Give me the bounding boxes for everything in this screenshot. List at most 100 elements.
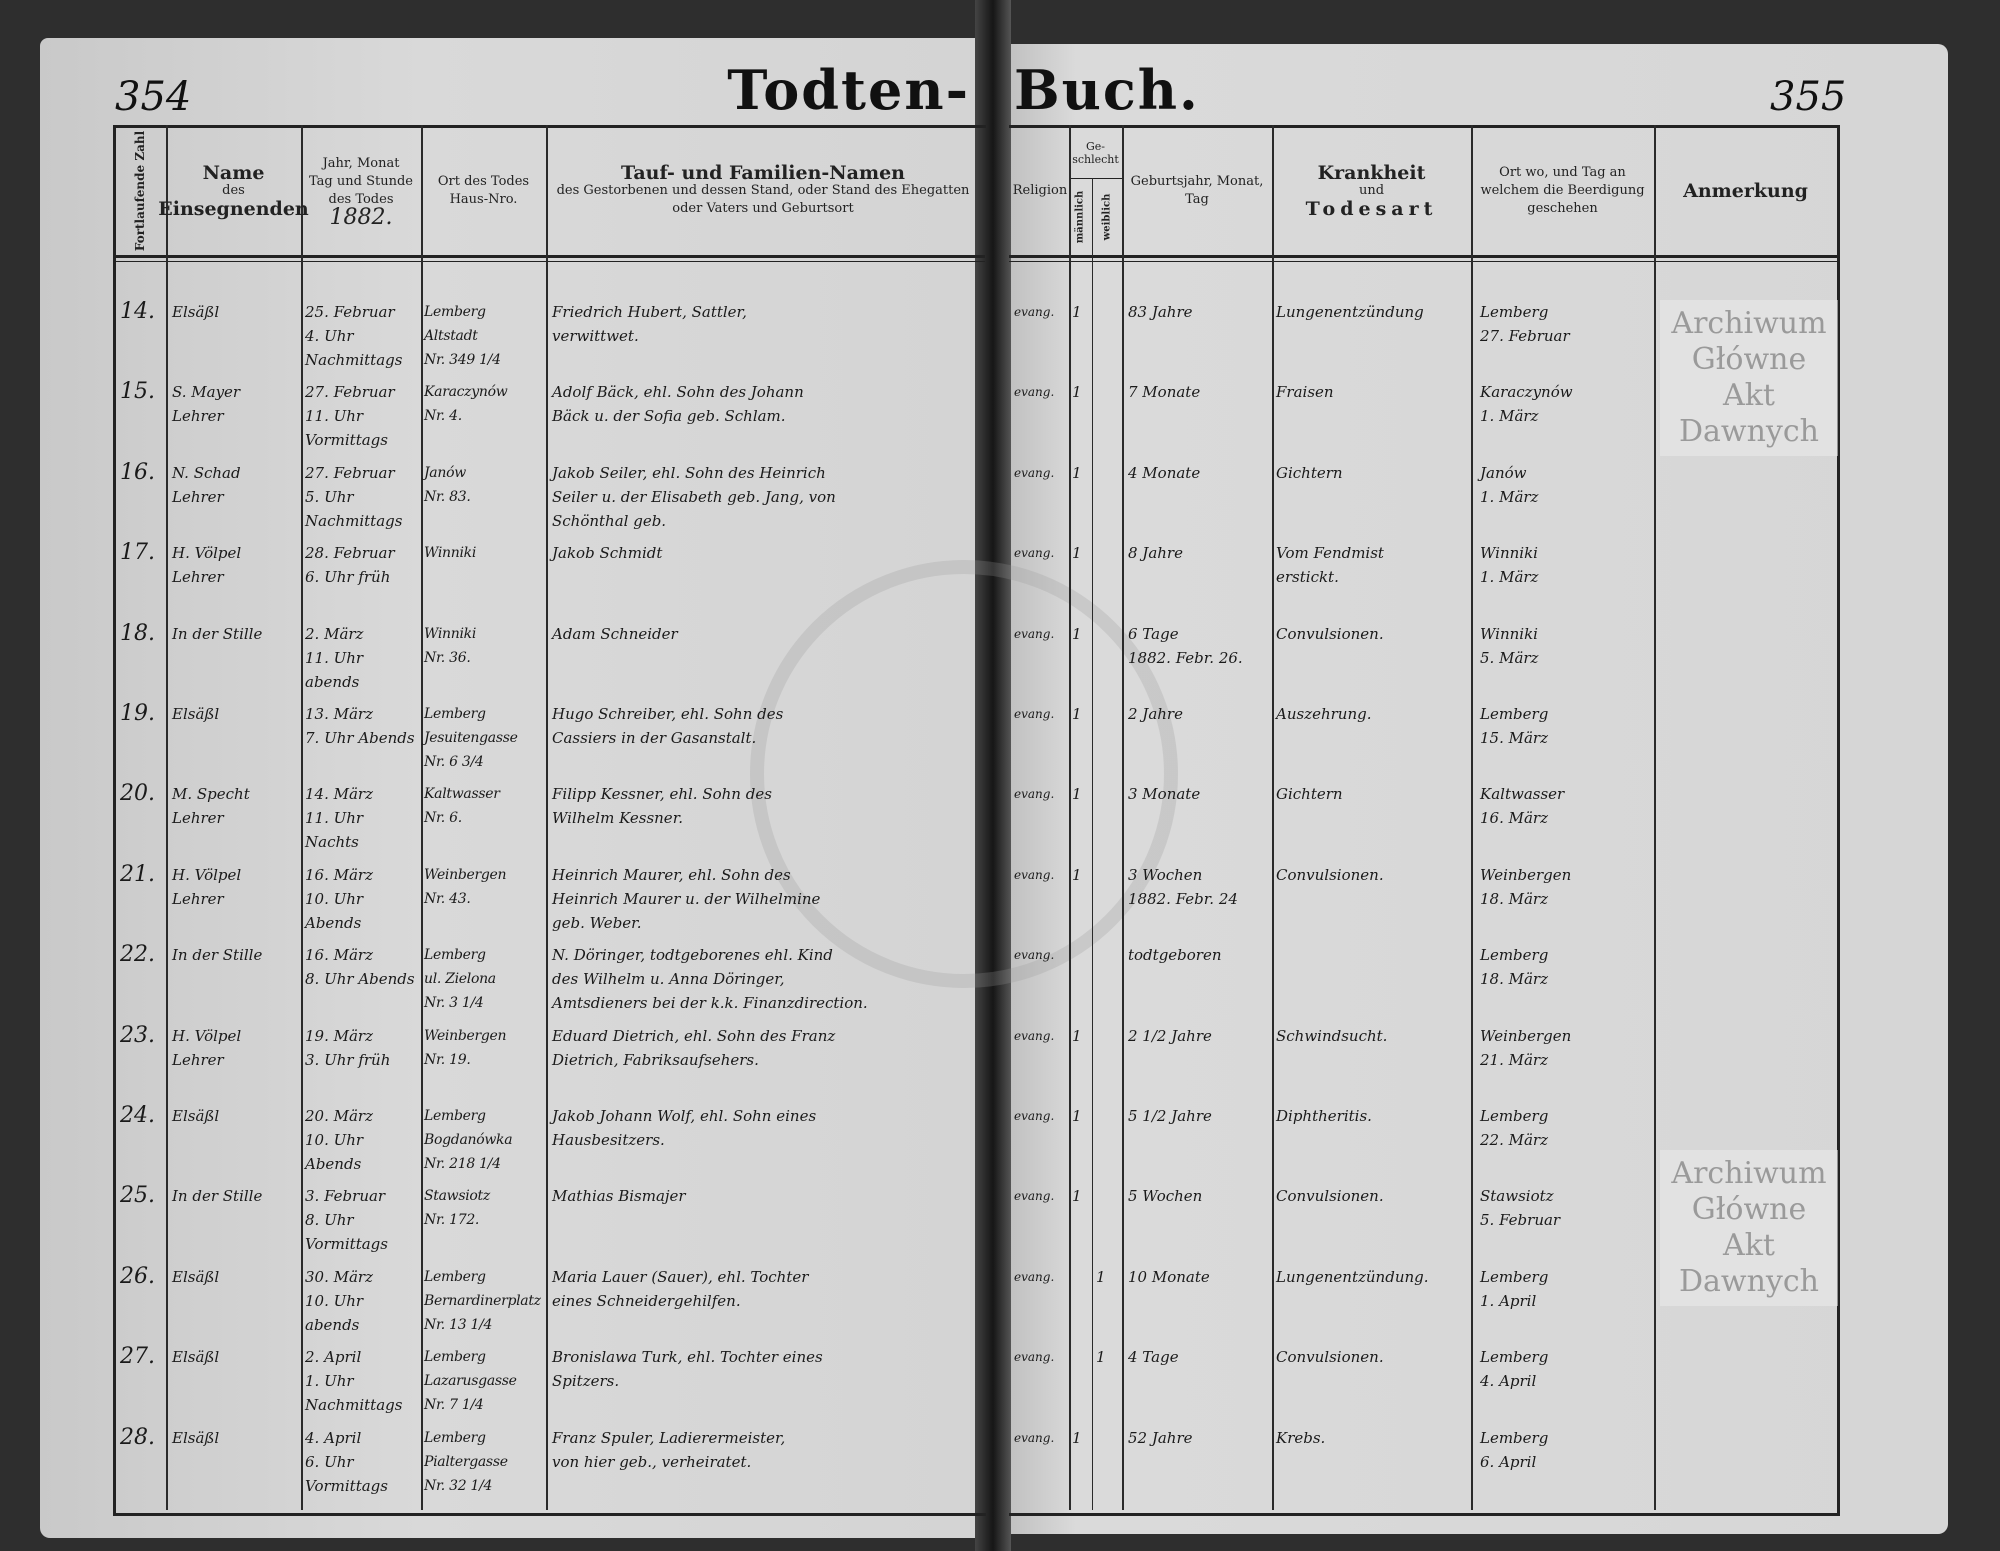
entry-date: 14. März 11. Uhr Nachts (305, 785, 373, 852)
entry-name: Jakob Seiler, ehl. Sohn des Heinrich Sei… (552, 463, 836, 530)
entry-date: 3. Februar 8. Uhr Vormittags (305, 1187, 388, 1254)
entry-date: 16. März 8. Uhr Abends (305, 946, 415, 989)
right-table-frame (1009, 125, 1840, 1516)
watermark-lower: Archiwum Główne Akt Dawnych (1660, 1150, 1838, 1306)
entry-name: Filipp Kessner, ehl. Sohn des Wilhelm Ke… (552, 785, 772, 828)
entry-number: 20. (120, 781, 155, 807)
entry-burial: Kaltwasser 16. März (1480, 785, 1565, 828)
entry-burial: Lemberg 6. April (1480, 1428, 1549, 1471)
entry-name: Mathias Bismajer (552, 1187, 686, 1206)
header-religion-label: Religion (1012, 183, 1068, 198)
header-female-label: weiblich (1101, 193, 1112, 241)
entry-place: Lemberg Bogdanówka Nr. 218 1/4 (424, 1108, 513, 1172)
column-rule (1069, 125, 1071, 1510)
entry-place: Winniki Nr. 36. (424, 625, 476, 666)
entry-male: 1 (1072, 544, 1082, 563)
entry-male: 1 (1072, 1428, 1082, 1447)
header-year: 1882. (329, 205, 393, 230)
header-name-line3: oder Vaters und Geburtsort (672, 201, 854, 216)
header-date-line2: Tag und Stunde (309, 174, 413, 189)
entry-religion: evang. (1014, 1269, 1055, 1284)
entry-burial: Winniki 5. März (1480, 624, 1539, 667)
entry-place: Lemberg ul. Zielona Nr. 3 1/4 (424, 947, 496, 1012)
entry-burial: Lemberg 22. März (1480, 1107, 1549, 1149)
book-title-right: Buch. (1014, 58, 1200, 122)
entry-male: 1 (1072, 1107, 1082, 1125)
header-officiant-title: Name (202, 162, 265, 184)
entry-officiant: Elsäßl (172, 1348, 220, 1367)
entry-religion: evang. (1014, 1430, 1055, 1445)
entry-officiant: Elsäßl (172, 1267, 220, 1286)
entry-officiant: In der Stille (172, 1187, 263, 1206)
entry-age: 83 Jahre (1128, 303, 1193, 321)
entry-age: 8 Jahre (1128, 544, 1183, 563)
entry-number: 14. (120, 299, 155, 324)
entry-date: 27. Februar 11. Uhr Vormittags (305, 383, 395, 450)
entry-burial: Weinbergen 21. März (1480, 1026, 1572, 1069)
header-date-line1: Jahr, Monat (322, 156, 400, 171)
header-burial-line3: geschehen (1527, 201, 1598, 216)
header-date-line3: des Todes (328, 192, 394, 207)
column-rule (421, 125, 423, 1510)
page-number-left: 354 (115, 74, 192, 120)
entry-date: 2. April 1. Uhr Nachmittags (305, 1348, 403, 1415)
entry-male: 1 (1072, 785, 1082, 804)
entry-male: 1 (1072, 463, 1082, 482)
entry-male: 1 (1072, 865, 1082, 884)
entry-place: Lemberg Lazarusgasse Nr. 7 1/4 (424, 1349, 517, 1414)
entry-number: 28. (120, 1424, 155, 1450)
watermark-top-right: Archiwum Główne Akt Dawnych (1660, 300, 1838, 456)
entry-name: Heinrich Maurer, ehl. Sohn des Heinrich … (552, 865, 821, 932)
entry-name: Jakob Schmidt (552, 544, 663, 563)
entry-religion: evang. (1014, 1189, 1055, 1204)
entry-date: 30. März 10. Uhr abends (305, 1267, 373, 1334)
header-male-label: männlich (1074, 190, 1086, 244)
entry-age: 3 Monate (1128, 785, 1201, 804)
entry-date: 25. Februar 4. Uhr Nachmittags (305, 303, 403, 369)
entry-religion: evang. (1014, 1109, 1055, 1123)
entry-religion: evang. (1014, 867, 1055, 882)
entry-female: 1 (1096, 1267, 1106, 1286)
header-officiant-sub1: des (222, 183, 245, 198)
entry-disease: Fraisen (1276, 383, 1334, 402)
entry-disease: Gichtern (1276, 463, 1343, 482)
header-birth: Geburtsjahr, Monat, Tag (1122, 128, 1272, 254)
header-remarks-label: Anmerkung (1683, 180, 1808, 202)
entry-officiant: In der Stille (172, 946, 263, 965)
entry-burial: Lemberg 15. März (1480, 705, 1549, 747)
header-place-line2: Haus-Nro. (449, 192, 518, 207)
entry-burial: Lemberg 4. April (1480, 1348, 1549, 1391)
entry-religion: evang. (1014, 1350, 1055, 1365)
entry-age: 3 Wochen 1882. Febr. 24 (1128, 865, 1238, 908)
entry-place: Karaczynów Nr. 4. (424, 384, 508, 425)
entry-age: 10 Monate (1128, 1267, 1210, 1286)
entry-date: 28. Februar 6. Uhr früh (305, 544, 395, 587)
header-sex-title: Ge-schlecht (1072, 140, 1119, 166)
entry-religion: evang. (1014, 385, 1055, 400)
entry-burial: Stawsiotz 5. Februar (1480, 1187, 1561, 1230)
header-burial-line1: Ort wo, und Tag an (1499, 165, 1626, 180)
entry-age: 6 Tage 1882. Febr. 26. (1128, 624, 1243, 667)
column-rule (1092, 178, 1093, 1510)
column-rule (1272, 125, 1274, 1510)
header-officiant-sub2: Einsegnenden (158, 198, 309, 220)
entry-age: 4 Tage (1128, 1348, 1179, 1367)
entry-place: Weinbergen Nr. 43. (424, 866, 507, 907)
entry-officiant: H. Völpel Lehrer (172, 1026, 242, 1069)
entry-date: 16. März 10. Uhr Abends (305, 865, 373, 932)
column-rule (166, 125, 168, 1510)
entry-number: 18. (120, 620, 155, 646)
entry-disease: Lungenentzündung (1276, 303, 1424, 321)
column-rule (1471, 125, 1473, 1510)
header-disease: Krankheit und Todesart (1272, 128, 1471, 254)
entry-disease: Auszehrung. (1276, 705, 1372, 723)
entry-religion: evang. (1014, 626, 1055, 641)
entry-date: 19. März 3. Uhr früh (305, 1026, 391, 1069)
entry-male: 1 (1072, 1187, 1082, 1206)
entry-religion: evang. (1014, 787, 1055, 802)
entry-age: 2 1/2 Jahre (1128, 1026, 1212, 1045)
entry-place: Lemberg Pialtergasse Nr. 32 1/4 (424, 1429, 508, 1494)
entry-date: 13. März 7. Uhr Abends (305, 705, 415, 747)
header-male: männlich (1069, 180, 1092, 254)
entry-religion: evang. (1014, 948, 1055, 963)
